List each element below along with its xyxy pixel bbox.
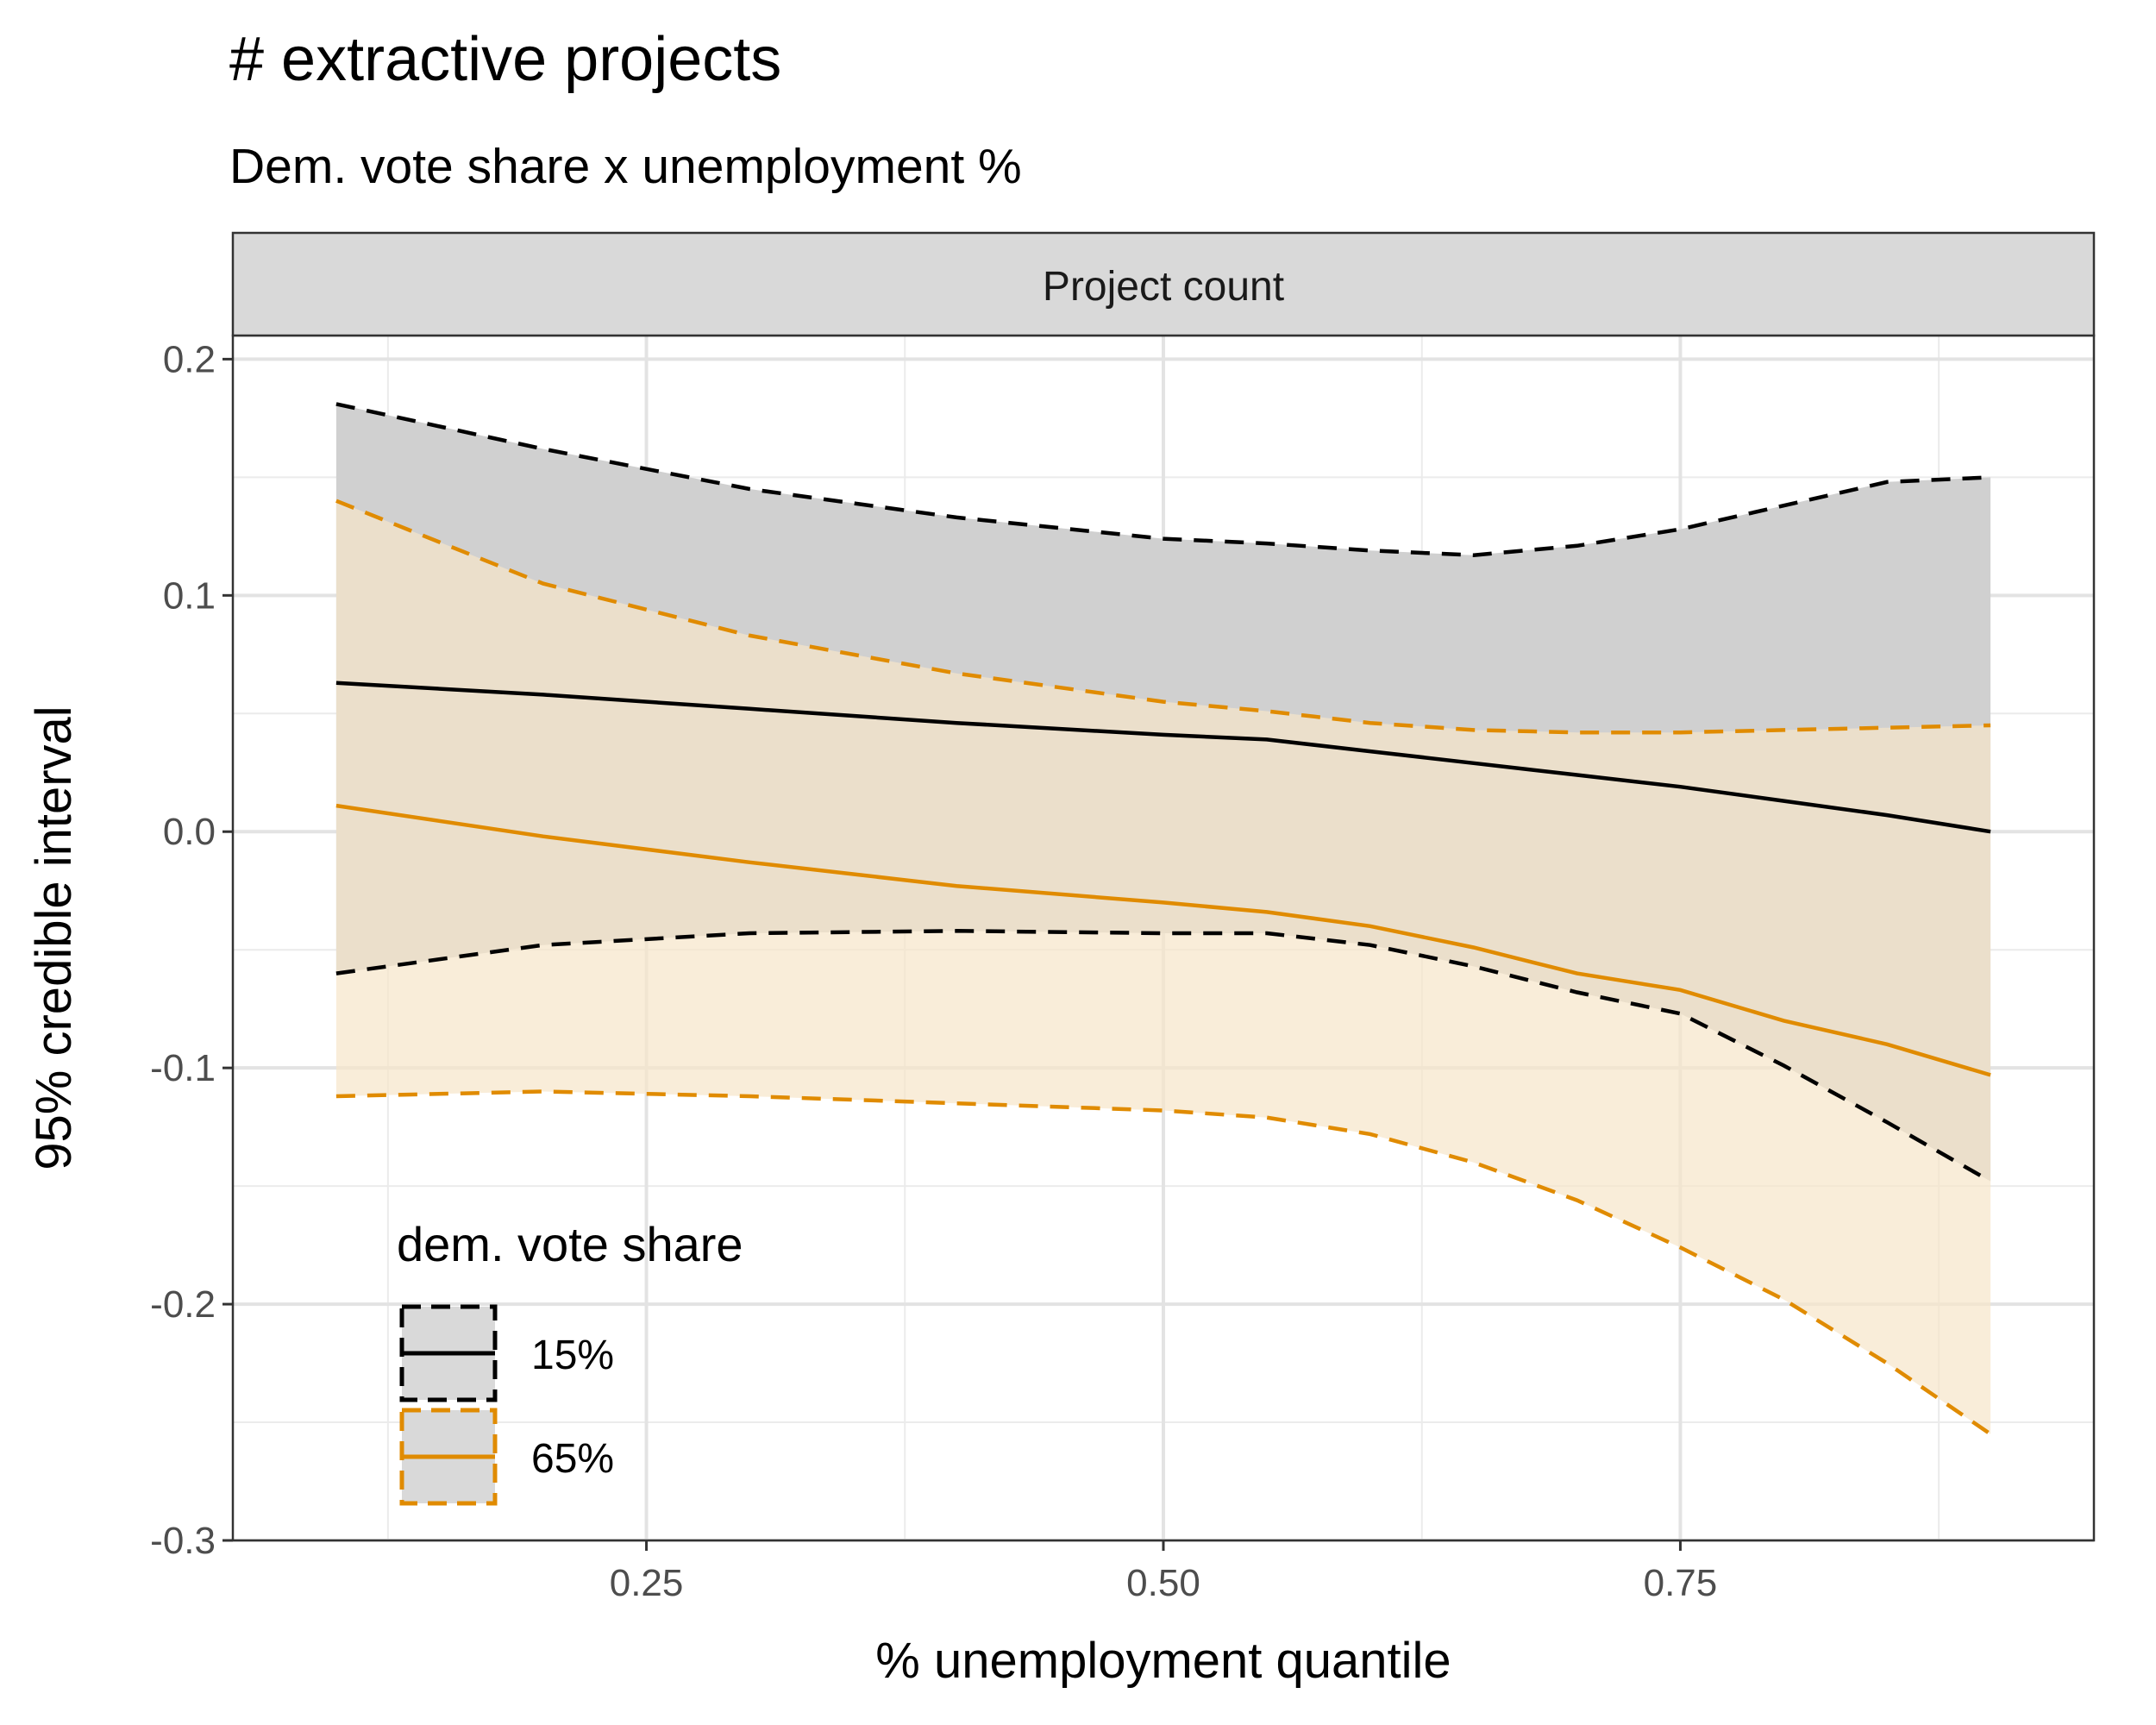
chart-subtitle: Dem. vote share x unemployment % — [229, 139, 1022, 194]
legend-item-15%: 15% — [399, 1304, 614, 1402]
y-tick-label: -0.3 — [150, 1520, 216, 1562]
x-tick-label: 0.75 — [1644, 1562, 1718, 1604]
y-tick-label: -0.1 — [150, 1047, 216, 1089]
ribbon-65% — [335, 500, 1991, 1434]
y-tick-label: 0.1 — [163, 574, 216, 617]
x-tick-label: 0.50 — [1126, 1562, 1200, 1604]
legend-label-65%: 65% — [531, 1436, 614, 1482]
legend-item-65%: 65% — [399, 1408, 614, 1506]
lower-bound-line-15% — [335, 929, 1992, 1183]
facet-label: Project count — [1043, 264, 1284, 310]
y-axis-title: 95% credible interval — [26, 706, 82, 1170]
legend-label-15%: 15% — [531, 1333, 614, 1378]
upper-bound-line-65% — [335, 499, 1991, 735]
y-tick-label: 0.0 — [163, 811, 216, 853]
chart-title: # extractive projects — [229, 25, 782, 94]
x-tick-label: 0.25 — [610, 1562, 684, 1604]
legend-title: dem. vote share — [397, 1217, 743, 1271]
y-tick-label: -0.2 — [150, 1283, 216, 1326]
facet-strip — [231, 231, 2096, 337]
upper-bound-line-15% — [335, 402, 1991, 557]
y-tick-label: 0.2 — [163, 338, 216, 380]
lower-bound-line-65% — [335, 1089, 1992, 1436]
x-axis-title: % unemployment quantile — [875, 1633, 1451, 1689]
